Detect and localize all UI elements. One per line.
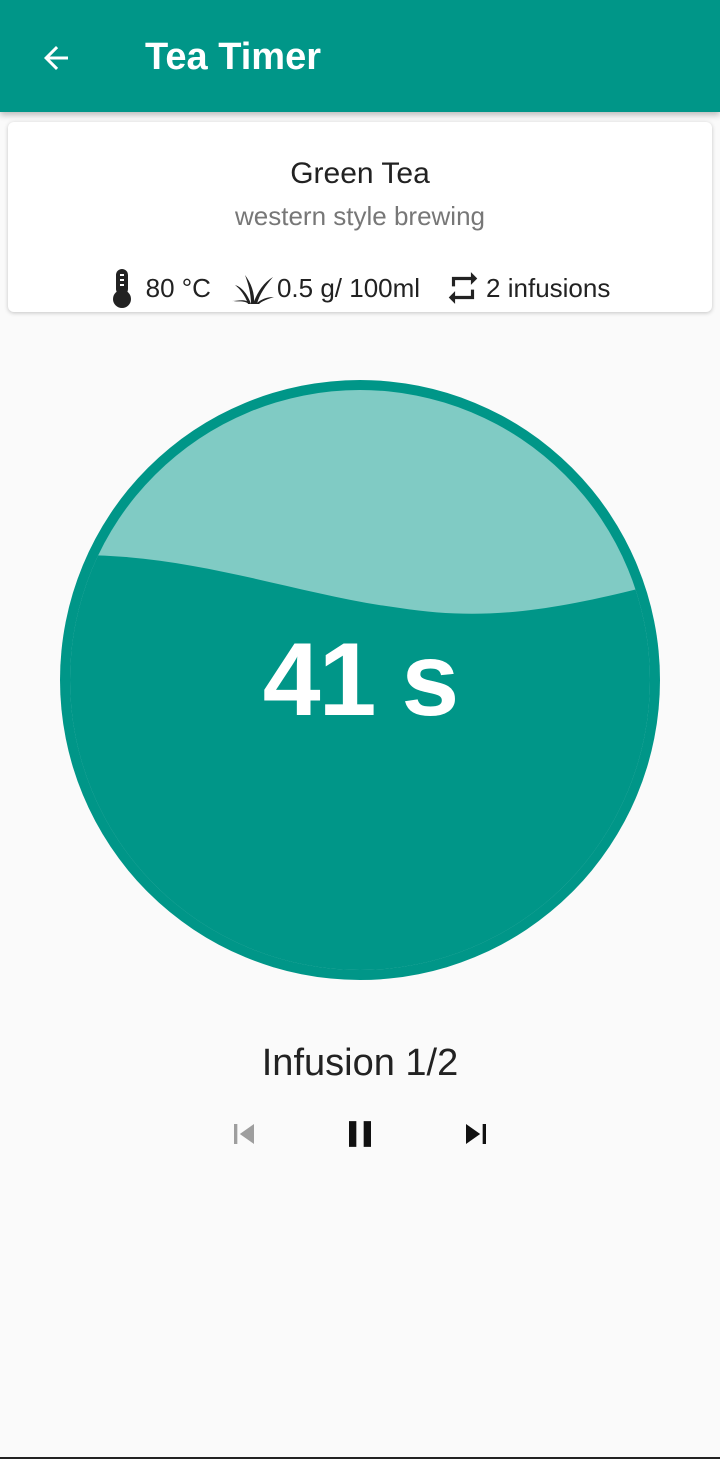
timer-circle[interactable]: 41 s (60, 380, 660, 980)
thermometer-icon (112, 269, 131, 308)
timer-liquid-fill (70, 555, 650, 970)
playback-controls (0, 1110, 720, 1158)
skip-previous-icon (234, 1124, 254, 1144)
tea-name: Green Tea (290, 157, 430, 190)
pause-icon (349, 1121, 371, 1147)
tea-leaves-icon (231, 275, 274, 304)
amount-info: 0.5 g/ 100ml (231, 271, 420, 305)
back-button[interactable] (28, 30, 84, 86)
page-title: Tea Timer (145, 36, 322, 78)
infusions-info: 2 infusions (444, 269, 610, 307)
tea-details-row: 80 °C 0.5 g/ 100ml 2 infusions (8, 268, 712, 308)
timer-graphic (60, 380, 660, 980)
timer-remaining: 41 s (262, 622, 459, 738)
next-infusion-button[interactable] (452, 1110, 500, 1158)
amount-value: 0.5 g/ 100ml (276, 272, 421, 303)
repeat-icon (448, 272, 478, 304)
skip-next-icon (466, 1124, 486, 1144)
temperature-info: 80 °C (110, 268, 211, 308)
temperature-value: 80 °C (145, 272, 211, 303)
pause-button[interactable] (336, 1110, 384, 1158)
infusions-value: 2 infusions (486, 272, 611, 303)
infusion-counter: Infusion 1/2 (261, 1042, 459, 1084)
previous-infusion-button[interactable] (220, 1110, 268, 1158)
bottom-divider (0, 1457, 720, 1459)
app-bar: Tea Timer (0, 0, 720, 112)
arrow-back-icon (44, 46, 68, 70)
tea-brewing-style: western style brewing (235, 201, 485, 231)
tea-info-card: Green Tea western style brewing 80 °C 0.… (8, 122, 712, 312)
